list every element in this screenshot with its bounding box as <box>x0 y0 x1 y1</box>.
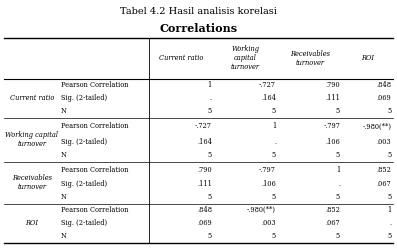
Text: 5: 5 <box>387 193 391 201</box>
Text: .: . <box>210 94 212 102</box>
Text: 5: 5 <box>272 151 276 159</box>
Text: Working
capital
turnover: Working capital turnover <box>231 45 260 71</box>
Text: 5: 5 <box>208 232 212 240</box>
Text: 1: 1 <box>387 206 391 214</box>
Text: 5: 5 <box>272 193 276 201</box>
Text: N: N <box>61 232 67 240</box>
Text: 1: 1 <box>208 81 212 89</box>
Text: 5: 5 <box>208 193 212 201</box>
Text: 1: 1 <box>272 122 276 130</box>
Text: .003: .003 <box>261 219 276 227</box>
Text: ROI: ROI <box>25 219 38 227</box>
Text: .111: .111 <box>197 180 212 188</box>
Text: Sig. (2-tailed): Sig. (2-tailed) <box>61 138 107 146</box>
Text: ROI: ROI <box>361 54 374 62</box>
Text: 5: 5 <box>387 232 391 240</box>
Text: .164: .164 <box>261 94 276 102</box>
Text: Pearson Correlation: Pearson Correlation <box>61 206 129 214</box>
Text: -.727: -.727 <box>259 81 276 89</box>
Text: Receivables
turnover: Receivables turnover <box>290 50 330 67</box>
Text: .164: .164 <box>197 138 212 146</box>
Text: Tabel 4.2 Hasil analisis korelasi: Tabel 4.2 Hasil analisis korelasi <box>120 8 277 16</box>
Text: 5: 5 <box>336 151 340 159</box>
Text: 5: 5 <box>272 107 276 115</box>
Text: Working capital
turnover: Working capital turnover <box>5 131 58 148</box>
Text: .106: .106 <box>261 180 276 188</box>
Text: N: N <box>61 151 67 159</box>
Text: .852: .852 <box>377 166 391 173</box>
Text: .790: .790 <box>326 81 340 89</box>
Text: 5: 5 <box>272 232 276 240</box>
Text: Pearson Correlation: Pearson Correlation <box>61 122 129 130</box>
Text: -.980(**): -.980(**) <box>362 122 391 130</box>
Text: .111: .111 <box>325 94 340 102</box>
Text: 5: 5 <box>387 107 391 115</box>
Text: -.797: -.797 <box>323 122 340 130</box>
Text: 5: 5 <box>336 107 340 115</box>
Text: .: . <box>274 138 276 146</box>
Text: -.980(**): -.980(**) <box>247 206 276 214</box>
Text: -.727: -.727 <box>195 122 212 130</box>
Text: .848: .848 <box>197 206 212 214</box>
Text: N: N <box>61 193 67 201</box>
Text: Receivables
turnover: Receivables turnover <box>12 174 52 191</box>
Text: -.797: -.797 <box>259 166 276 173</box>
Text: 5: 5 <box>208 107 212 115</box>
Text: 5: 5 <box>208 151 212 159</box>
Text: 1: 1 <box>336 166 340 173</box>
Text: Pearson Correlation: Pearson Correlation <box>61 166 129 173</box>
Text: Sig. (2-tailed): Sig. (2-tailed) <box>61 94 107 102</box>
Text: Sig. (2-tailed): Sig. (2-tailed) <box>61 180 107 188</box>
Text: Current ratio: Current ratio <box>159 54 204 62</box>
Text: Current ratio: Current ratio <box>10 94 54 102</box>
Text: .848: .848 <box>376 81 391 89</box>
Text: .790: .790 <box>197 166 212 173</box>
Text: .: . <box>389 219 391 227</box>
Text: 5: 5 <box>336 193 340 201</box>
Text: .067: .067 <box>377 180 391 188</box>
Text: Correlations: Correlations <box>160 22 237 34</box>
Text: Sig. (2-tailed): Sig. (2-tailed) <box>61 219 107 227</box>
Text: .106: .106 <box>326 138 340 146</box>
Text: .069: .069 <box>197 219 212 227</box>
Text: .: . <box>338 180 340 188</box>
Text: 5: 5 <box>387 151 391 159</box>
Text: N: N <box>61 107 67 115</box>
Text: .003: .003 <box>377 138 391 146</box>
Text: Pearson Correlation: Pearson Correlation <box>61 81 129 89</box>
Text: .067: .067 <box>326 219 340 227</box>
Text: .852: .852 <box>325 206 340 214</box>
Text: .069: .069 <box>377 94 391 102</box>
Text: 5: 5 <box>336 232 340 240</box>
